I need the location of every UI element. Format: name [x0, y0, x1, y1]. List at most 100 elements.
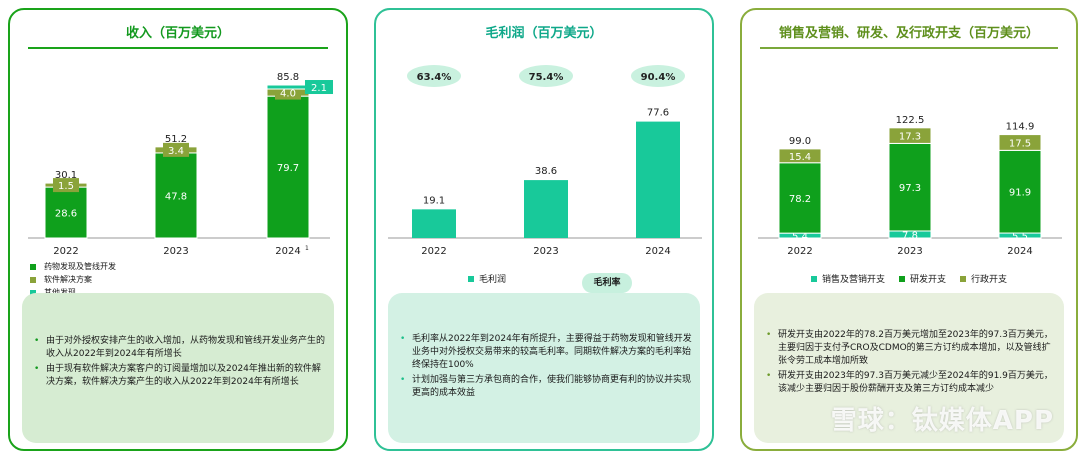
- total-label: 122.5: [896, 115, 925, 126]
- legend-label: 毛利润: [479, 275, 507, 285]
- gross-margin-legend: 毛利率: [582, 273, 632, 293]
- data-label: 3.4: [168, 146, 184, 157]
- legend-item: 研发开支: [898, 272, 946, 285]
- data-label: 15.4: [789, 152, 811, 163]
- bar-segment: [266, 95, 310, 239]
- margin-label: 75.4%: [529, 72, 564, 83]
- data-label: 17.5: [1009, 138, 1031, 149]
- legend-label: 软件解决方案: [44, 275, 92, 284]
- revenue-legend: 药物发现及管线开发 软件解决方案 其他发现: [30, 260, 116, 299]
- margin-bubble: [631, 65, 685, 87]
- gross-title: 毛利润（百万美元）: [485, 26, 603, 41]
- gross-profit-bar: [636, 121, 680, 238]
- x-tick-label: 2023: [533, 246, 558, 255]
- data-label: 77.6: [647, 108, 669, 119]
- data-label-box: [305, 80, 333, 95]
- x-tick-label: 2022: [787, 246, 812, 255]
- data-label: 5.5: [1012, 232, 1028, 243]
- data-label: 1.5: [58, 181, 74, 192]
- total-label: 30.1: [55, 170, 77, 181]
- legend-swatch-gross: [468, 275, 474, 282]
- note-item: 研发开支由2023年的97.3百万美元减少至2024年的91.9百万美元，该减少…: [764, 370, 1056, 396]
- legend-item: 其他发现: [30, 286, 116, 299]
- data-label: 2.1: [311, 83, 327, 94]
- expense-notes: 研发开支由2022年的78.2百万美元增加至2023年的97.3百万美元，主要归…: [754, 293, 1064, 443]
- gross-legend: 毛利润: [376, 272, 712, 285]
- data-label: 91.9: [1009, 188, 1031, 199]
- bar-segment: [266, 84, 310, 90]
- data-label: 38.6: [535, 166, 557, 177]
- bar-segment: [998, 134, 1042, 151]
- data-label: 4.0: [280, 89, 296, 100]
- bar-segment: [888, 127, 932, 144]
- margin-bubble: [407, 65, 461, 87]
- data-label: 97.3: [899, 183, 921, 194]
- note-item: 由于现有软件解决方案客户的订阅量增加以及2024年推出新的软件解决方案，软件解决…: [32, 363, 326, 389]
- data-label: 78.2: [789, 194, 811, 205]
- legend-label: 其他发现: [44, 286, 76, 299]
- note-item: 计划加强与第三方承包商的合作，使我们能够协商更有利的协议并实现更高的成本效益: [398, 374, 692, 400]
- expense-title: 销售及营销、研发、及行政开支（百万美元）: [778, 26, 1039, 41]
- watermark: 雪球：钛媒体APP: [830, 406, 1054, 436]
- legend-item: 药物发现及管线开发: [30, 260, 116, 273]
- revenue-title-underline: [28, 47, 328, 49]
- x-tick-label: 2023: [163, 246, 188, 255]
- x-tick-label: 2022: [421, 246, 446, 255]
- legend-item: 软件解决方案: [30, 273, 116, 286]
- gross-profit-chart: 19.1 2022 63.4% 38.6 2023 75.4% 77.6 2024 90.4%: [388, 65, 702, 255]
- margin-label: 90.4%: [641, 72, 676, 83]
- x-tick-label: 2024: [645, 246, 670, 255]
- legend-swatch-software: [30, 276, 36, 283]
- revenue-chart: 28.6 1.530.1 2022 47.8 3.451.2 2023 79.7 4.0 2.1…: [28, 72, 333, 255]
- gross-profit-bar: [524, 180, 568, 238]
- data-label-box: [163, 142, 189, 157]
- revenue-notes: 由于对外授权安排产生的收入增加，从药物发现和管线开发业务产生的收入从2022年到…: [22, 293, 334, 443]
- total-label: 114.9: [1006, 122, 1035, 133]
- data-label-box: [53, 178, 79, 193]
- x-tick-label: 2024: [1007, 246, 1032, 255]
- margin-label: 63.4%: [417, 72, 452, 83]
- bar-segment: [998, 149, 1042, 234]
- legend-item: 行政开支: [960, 272, 1007, 285]
- bar-segment: [778, 148, 822, 164]
- revenue-panel: 收入（百万美元） 28.6 1.5 30.1 2022 47.8 3.4 51.2 2023 7…: [8, 8, 348, 451]
- total-label: 85.8: [277, 72, 299, 83]
- bar-segment: [44, 186, 88, 239]
- data-label: 7.8: [902, 230, 918, 241]
- note-item: 由于对外授权安排产生的收入增加，从药物发现和管线开发业务产生的收入从2022年到…: [32, 335, 326, 361]
- legend-label: 药物发现及管线开发: [44, 262, 116, 271]
- legend-item: 毛利润: [468, 272, 506, 285]
- legend-swatch-rnd: [898, 275, 905, 282]
- legend-label: 销售及营销开支: [821, 275, 885, 285]
- data-label: 28.6: [55, 209, 77, 220]
- legend-swatch-other: [30, 289, 36, 296]
- expense-title-underline: [760, 47, 1058, 49]
- expense-chart: 5.4 78.2 15.4 99.0 2022 7.8 97.3 17.3 122.5 2023 5…: [758, 115, 1062, 255]
- bar-segment: [154, 152, 198, 239]
- bar-segment: [888, 142, 932, 232]
- gross-profit-panel: 毛利润（百万美元） 19.1 2022 63.4% 38.6 2023 75.4% 77.6…: [374, 8, 714, 451]
- legend-label: 研发开支: [909, 275, 946, 285]
- x-tick-label: 2022: [53, 246, 78, 255]
- legend-swatch-drug: [30, 263, 36, 270]
- revenue-title: 收入（百万美元）: [125, 26, 230, 41]
- note-item: 研发开支由2022年的78.2百万美元增加至2023年的97.3百万美元，主要归…: [764, 329, 1056, 368]
- margin-bubble: [519, 65, 573, 87]
- data-label: 47.8: [165, 191, 187, 202]
- expense-legend: 销售及营销开支 研发开支 行政开支: [742, 272, 1076, 285]
- note-item: 毛利率从2022年到2024年有所提升，主要得益于药物发现和管线开发业务中对外授…: [398, 333, 692, 372]
- total-label: 51.2: [165, 134, 187, 145]
- total-label: 99.0: [789, 136, 811, 147]
- x-tick-label: 2024: [275, 246, 300, 255]
- x-tick-label: 2023: [897, 246, 922, 255]
- expense-panel: 销售及营销、研发、及行政开支（百万美元） 5.4 78.2 15.4 99.0 2022…: [740, 8, 1078, 451]
- gross-notes: 毛利率从2022年到2024年有所提升，主要得益于药物发现和管线开发业务中对外授…: [388, 293, 700, 443]
- data-label: 17.3: [899, 132, 921, 143]
- bar-segment: [778, 162, 822, 234]
- legend-swatch-admin: [960, 275, 966, 282]
- legend-label: 行政开支: [971, 275, 1008, 285]
- legend-swatch-sales: [810, 275, 817, 282]
- data-label: 79.7: [277, 163, 299, 174]
- footnote-mark: 1: [305, 245, 309, 252]
- gross-profit-bar: [412, 209, 456, 238]
